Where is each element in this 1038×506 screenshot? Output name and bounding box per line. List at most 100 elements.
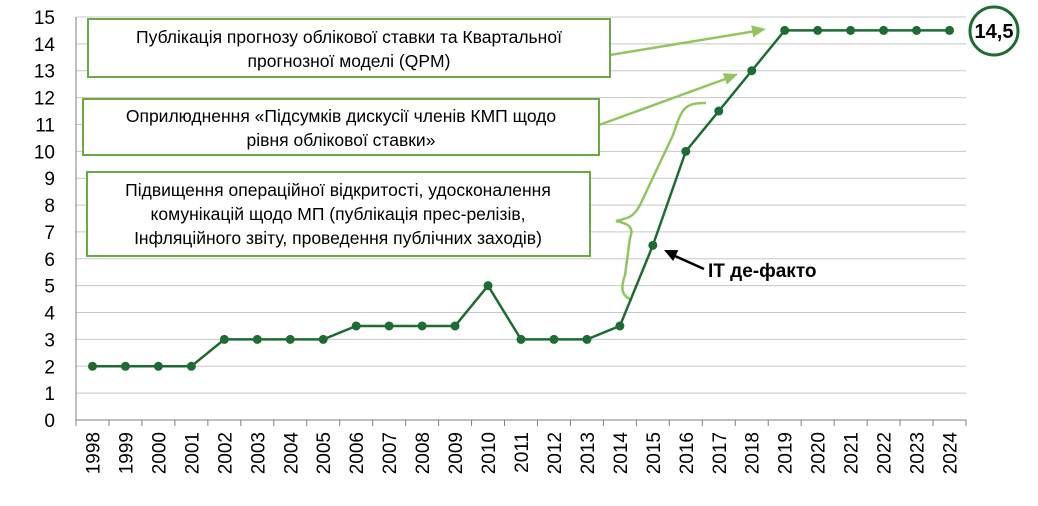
end-value-label: 14,5 [975, 21, 1014, 43]
arrow-it-de-facto [674, 254, 705, 271]
data-point [120, 361, 130, 371]
x-tick-label: 1999 [116, 432, 137, 474]
data-point [252, 334, 262, 344]
data-point [681, 146, 691, 156]
y-tick-label: 10 [34, 142, 55, 163]
data-point [846, 25, 856, 35]
x-tick-label: 2001 [182, 432, 203, 474]
data-point [879, 25, 889, 35]
data-point [483, 281, 493, 291]
x-tick-label: 2015 [644, 432, 665, 474]
data-point [384, 321, 394, 331]
data-point [219, 334, 229, 344]
data-point [516, 334, 526, 344]
brace-transparency [615, 101, 707, 302]
y-tick-label: 8 [44, 196, 55, 217]
y-tick-label: 5 [44, 277, 55, 298]
axes [75, 17, 967, 426]
data-point [912, 25, 922, 35]
annotation-kmp: Оприлюднення «Підсумків дискусії членів … [82, 98, 600, 156]
arrow-qpm [609, 29, 757, 57]
data-point [285, 334, 295, 344]
x-tick-label: 2019 [776, 432, 797, 474]
x-tick-label: 1998 [83, 432, 104, 474]
y-tick-label: 3 [44, 330, 55, 351]
x-tick-label: 2024 [941, 432, 962, 475]
data-point [153, 361, 163, 371]
x-tick-label: 2012 [545, 432, 566, 474]
x-tick-label: 2013 [578, 432, 599, 474]
annotation-qpm-box [87, 18, 611, 78]
annotation-transparency-line-1: Підвищення операційної відкритості, удос… [125, 180, 551, 200]
data-point [450, 321, 460, 331]
data-point [780, 25, 790, 35]
x-tick-label: 2005 [314, 432, 335, 474]
annotation-transparency-line-2: комунікацій щодо МП (публікація прес-рел… [151, 204, 526, 224]
annotation-kmp-box [82, 98, 600, 156]
y-tick-label: 0 [44, 411, 55, 432]
data-point [417, 321, 427, 331]
y-tick-label: 2 [44, 357, 55, 378]
y-tick-label: 7 [44, 223, 55, 244]
x-tick-label: 2006 [347, 432, 368, 474]
data-point [582, 334, 592, 344]
annotation-qpm: Публікація прогнозу облікової ставки та … [87, 18, 611, 78]
annotation-transparency-box [86, 171, 591, 257]
x-tick-label: 2014 [611, 432, 632, 475]
annotation-qpm-line-1: Публікація прогнозу облікової ставки та … [136, 27, 562, 47]
x-tick-label: 2010 [479, 432, 500, 474]
series-rate [87, 25, 955, 371]
y-tick-label: 6 [44, 250, 55, 271]
data-point [186, 361, 196, 371]
x-tick-label: 2004 [281, 432, 302, 475]
x-tick-label: 2008 [413, 432, 434, 474]
y-tick-label: 13 [34, 62, 55, 83]
data-point [615, 321, 625, 331]
arrow-kmp-head [722, 73, 738, 85]
x-tick-label: 2017 [710, 432, 731, 474]
annotation-arrows [598, 25, 766, 302]
y-tick-label: 12 [34, 89, 55, 110]
annotation-kmp-line-2: рівня облікової ставки» [247, 130, 436, 150]
end-value-badge: 14,5 [968, 5, 1020, 57]
data-point [747, 66, 757, 76]
arrow-kmp [598, 76, 729, 127]
y-tick-label: 14 [34, 35, 56, 56]
end-value-circle [968, 5, 1020, 57]
x-tick-label: 2018 [743, 432, 764, 474]
x-tick-label: 2009 [446, 432, 467, 474]
data-point [87, 361, 97, 371]
data-point [813, 25, 823, 35]
data-point [318, 334, 328, 344]
annotation-kmp-line-1: Оприлюднення «Підсумків дискусії членів … [126, 106, 556, 126]
y-tick-label: 15 [34, 8, 55, 29]
annotation-transparency-line-3: Інфляційного звіту, проведення публічних… [134, 228, 542, 248]
annotation-qpm-line-2: прогнозної моделі (QPM) [248, 51, 451, 71]
x-tick-label: 2003 [248, 432, 269, 474]
data-point [945, 25, 955, 35]
data-point [714, 106, 724, 116]
data-point [549, 334, 559, 344]
x-tick-label: 2016 [677, 432, 698, 474]
x-tick-label: 2011 [512, 432, 533, 473]
y-tick-label: 11 [35, 115, 55, 136]
data-point [648, 240, 658, 250]
x-tick-labels: 1998 1999 2000 2001 2002 2003 2004 2005 2006 2007… [83, 432, 961, 475]
it-de-facto-label: ІТ де-факто [708, 261, 816, 282]
data-point [351, 321, 361, 331]
x-tick-label: 2021 [842, 432, 863, 474]
y-tick-label: 9 [44, 169, 55, 190]
arrow-it-de-facto-head [664, 250, 679, 261]
y-tick-label: 4 [44, 304, 55, 325]
x-tick-label: 2000 [149, 432, 170, 474]
x-tick-label: 2020 [809, 432, 830, 474]
x-tick-label: 2007 [380, 432, 401, 474]
x-tick-label: 2002 [215, 432, 236, 474]
x-tick-label: 2023 [908, 432, 929, 474]
annotation-transparency: Підвищення операційної відкритості, удос… [86, 171, 591, 257]
y-tick-label: 1 [44, 384, 55, 405]
arrow-qpm-head [751, 25, 766, 38]
x-tick-label: 2022 [875, 432, 896, 474]
